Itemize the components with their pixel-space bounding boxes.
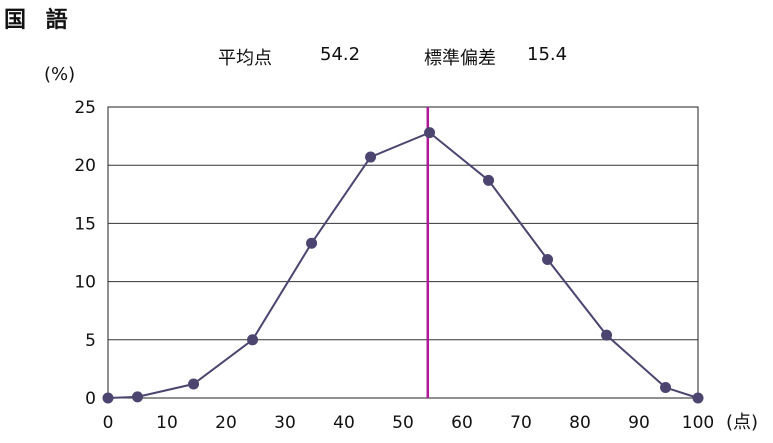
x-tick-50: 50 xyxy=(392,413,414,433)
y-tick-0: 0 xyxy=(85,389,96,409)
data-points xyxy=(102,127,704,404)
data-point-8 xyxy=(542,253,554,265)
x-tick-10: 10 xyxy=(156,413,178,433)
gridlines xyxy=(108,164,698,341)
x-tick-labels: 0 10 20 30 40 50 60 70 80 90 100 xyxy=(103,413,715,433)
data-point-6 xyxy=(424,127,436,139)
data-point-4 xyxy=(306,237,318,249)
y-tick-25: 25 xyxy=(74,98,96,118)
data-point-9 xyxy=(601,329,613,341)
x-tick-60: 60 xyxy=(451,413,473,433)
data-point-2 xyxy=(188,378,200,390)
series-line xyxy=(107,131,699,399)
mean-value: 54.2 xyxy=(320,44,361,65)
y-tick-10: 10 xyxy=(74,273,96,293)
mean-label: 平均点 xyxy=(218,48,272,69)
y-tick-15: 15 xyxy=(74,214,96,234)
y-axis-label: (%) xyxy=(44,64,76,85)
x-tick-40: 40 xyxy=(333,413,355,433)
x-tick-90: 90 xyxy=(628,413,650,433)
x-tick-80: 80 xyxy=(569,413,591,433)
x-axis-label: (点) xyxy=(726,412,758,433)
data-point-5 xyxy=(365,151,377,163)
x-tick-70: 70 xyxy=(510,413,532,433)
data-point-10 xyxy=(660,382,672,394)
y-tick-labels: 0 5 10 15 20 25 xyxy=(74,98,96,409)
x-tick-20: 20 xyxy=(215,413,237,433)
data-point-0 xyxy=(102,392,114,404)
y-tick-5: 5 xyxy=(85,331,96,351)
y-tick-20: 20 xyxy=(74,156,96,176)
x-tick-0: 0 xyxy=(103,413,114,433)
x-tick-100: 100 xyxy=(682,413,714,433)
data-point-11 xyxy=(692,392,704,404)
subject-title: 国 語 xyxy=(4,8,74,33)
stats-line: 平均点 54.2 標準偏差 15.4 xyxy=(0,44,773,70)
data-point-7 xyxy=(483,174,495,186)
x-tick-30: 30 xyxy=(274,413,296,433)
data-point-3 xyxy=(247,334,259,346)
plot-frame xyxy=(107,106,699,399)
sd-label: 標準偏差 xyxy=(424,48,496,69)
data-point-1 xyxy=(132,391,143,403)
sd-value: 15.4 xyxy=(527,44,568,65)
